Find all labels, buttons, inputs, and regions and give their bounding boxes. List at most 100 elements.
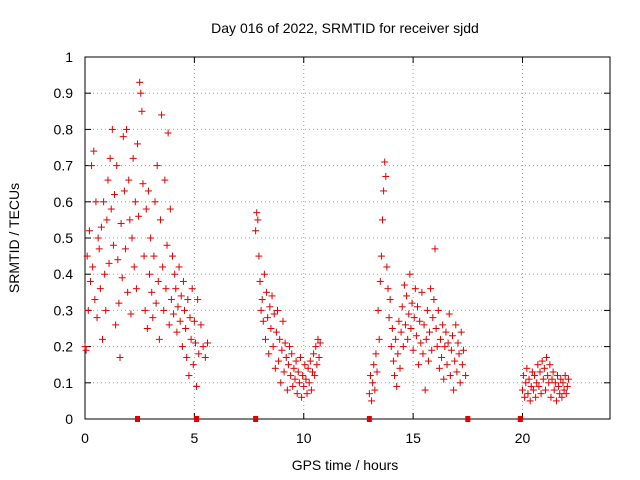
- data-point: [305, 379, 313, 387]
- data-point: [433, 343, 441, 351]
- data-point: [441, 343, 449, 351]
- data-point: [536, 368, 544, 376]
- data-point: [313, 361, 321, 369]
- data-point: [440, 375, 448, 383]
- data-point: [523, 364, 531, 372]
- data-point: [312, 343, 320, 351]
- data-point: [266, 303, 274, 311]
- data-point: [549, 368, 557, 376]
- data-point: [124, 288, 132, 296]
- axis-marker: [465, 416, 471, 422]
- data-point: [93, 314, 101, 322]
- data-point: [185, 372, 193, 380]
- data-point: [119, 133, 127, 141]
- data-point: [279, 317, 287, 325]
- data-point: [268, 292, 276, 300]
- data-point: [204, 339, 211, 347]
- grid: [85, 57, 610, 419]
- data-point: [269, 343, 277, 351]
- data-point: [447, 346, 455, 354]
- data-point: [178, 343, 186, 351]
- data-point: [562, 390, 570, 398]
- data-point: [529, 386, 537, 394]
- data-point: [186, 314, 194, 322]
- data-point: [188, 285, 196, 293]
- data-point: [121, 245, 129, 253]
- data-point: [314, 335, 322, 343]
- data-point: [176, 317, 184, 325]
- data-point: [146, 270, 154, 278]
- data-point: [315, 353, 323, 361]
- data-point: [394, 350, 402, 358]
- data-point: [89, 263, 97, 271]
- data-point: [267, 325, 275, 332]
- data-point: [559, 379, 567, 387]
- data-point: [92, 198, 100, 206]
- data-point: [280, 368, 288, 376]
- x-tick-label: 5: [190, 430, 198, 446]
- y-tick-label: 0.8: [54, 121, 74, 137]
- data-point: [109, 241, 117, 249]
- data-point: [125, 176, 133, 184]
- data-point: [190, 317, 198, 325]
- data-point: [365, 390, 373, 398]
- data-point: [260, 270, 268, 278]
- data-point: [174, 303, 182, 311]
- data-point: [96, 285, 104, 293]
- data-point: [172, 285, 180, 293]
- data-point: [452, 321, 460, 329]
- data-point: [416, 317, 424, 325]
- data-point: [173, 328, 181, 336]
- data-point: [104, 176, 112, 184]
- data-point: [551, 379, 559, 387]
- data-point: [275, 357, 283, 365]
- data-point: [520, 372, 528, 380]
- data-point: [256, 277, 264, 285]
- data-point: [148, 288, 156, 296]
- data-point: [560, 386, 568, 394]
- data-point: [265, 350, 273, 358]
- data-point: [456, 379, 464, 387]
- data-point: [162, 285, 170, 293]
- data-point: [453, 368, 461, 376]
- data-point: [278, 346, 286, 354]
- y-tick-label: 0.9: [54, 85, 74, 101]
- data-point: [135, 212, 143, 220]
- data-point: [550, 386, 558, 394]
- data-point: [151, 198, 159, 206]
- data-point: [408, 299, 416, 307]
- data-point: [564, 375, 572, 383]
- data-point: [113, 162, 121, 170]
- data-point: [126, 216, 134, 224]
- chart-title: Day 016 of 2022, SRMTID for receiver sjd…: [211, 20, 479, 36]
- data-point: [147, 234, 155, 242]
- data-point: [301, 361, 309, 369]
- data-point: [184, 296, 192, 304]
- data-point: [194, 296, 202, 304]
- data-point: [105, 259, 113, 267]
- axis-marker: [517, 416, 523, 422]
- y-tick-label: 0.3: [54, 302, 74, 318]
- data-point: [451, 357, 459, 365]
- axis-marker: [253, 416, 259, 422]
- data-point: [406, 270, 414, 278]
- axis-marker: [366, 416, 372, 422]
- data-point: [263, 288, 271, 296]
- data-point: [561, 372, 569, 380]
- data-point: [311, 372, 319, 380]
- data-point: [182, 325, 190, 332]
- data-point: [385, 314, 393, 322]
- data-point: [175, 263, 183, 271]
- data-point: [181, 306, 189, 314]
- data-point: [422, 335, 430, 343]
- data-point: [138, 107, 146, 115]
- data-point: [374, 306, 382, 314]
- data-point: [419, 350, 427, 358]
- data-point: [171, 270, 179, 278]
- data-point: [449, 332, 456, 340]
- data-point: [127, 310, 135, 318]
- data-point: [544, 372, 552, 380]
- data-point: [252, 227, 260, 235]
- data-point: [392, 335, 400, 343]
- data-point: [296, 353, 304, 361]
